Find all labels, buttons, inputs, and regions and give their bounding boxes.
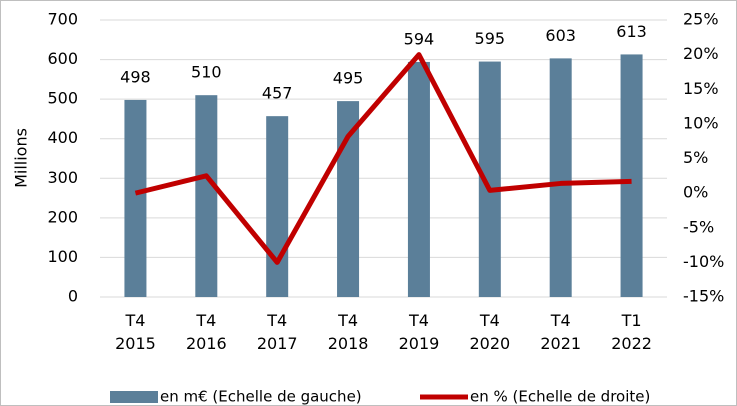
y2-tick-label: 0% [683, 183, 708, 202]
data-label: 613 [616, 22, 647, 41]
y-tick-label: 200 [47, 207, 78, 226]
y2-tick-label: 10% [683, 113, 719, 132]
y2-tick-label: -15% [683, 287, 724, 306]
bar [195, 95, 218, 297]
legend-swatch [110, 391, 158, 403]
y-tick-label: 500 [47, 89, 78, 108]
x-tick-label: T4 2019 [399, 311, 440, 353]
x-tick-label: T4 2016 [186, 311, 227, 353]
x-tick-label: T4 2020 [469, 311, 510, 353]
bar [266, 116, 289, 297]
y2-tick-label: -5% [683, 217, 714, 236]
x-tick-label: T4 2017 [257, 311, 298, 353]
legend-label: en % (Echelle de droite) [470, 388, 650, 406]
y2-tick-label: -10% [683, 252, 724, 271]
data-label: 594 [404, 29, 435, 48]
y-tick-label: 600 [47, 49, 78, 68]
bar [124, 99, 147, 297]
legend-label: en m€ (Echelle de gauche) [160, 388, 362, 406]
y-tick-label: 300 [47, 168, 78, 187]
y2-tick-label: 15% [683, 79, 719, 98]
data-label: 603 [545, 26, 576, 45]
data-label: 498 [120, 67, 151, 86]
y-tick-label: 100 [47, 247, 78, 266]
data-label: 495 [333, 69, 364, 88]
x-tick-label: T4 2021 [540, 311, 581, 353]
x-tick-label: T1 2022 [611, 311, 652, 353]
y-tick-label: 400 [47, 128, 78, 147]
bar [407, 61, 430, 298]
data-label: 510 [191, 63, 222, 82]
x-tick-label: T4 2018 [328, 311, 369, 353]
bar [478, 61, 501, 297]
y2-tick-label: 5% [683, 148, 708, 167]
bar [549, 58, 572, 298]
y2-tick-label: 25% [683, 10, 719, 29]
y-axis-label: Millions [12, 128, 31, 188]
data-label: 595 [475, 29, 506, 48]
bar [620, 54, 643, 298]
data-label: 457 [262, 84, 293, 103]
line [134, 52, 632, 265]
y-tick-label: 700 [47, 10, 78, 29]
y2-tick-label: 20% [683, 44, 719, 63]
y-tick-label: 0 [68, 287, 78, 306]
x-tick-label: T4 2015 [115, 311, 156, 353]
